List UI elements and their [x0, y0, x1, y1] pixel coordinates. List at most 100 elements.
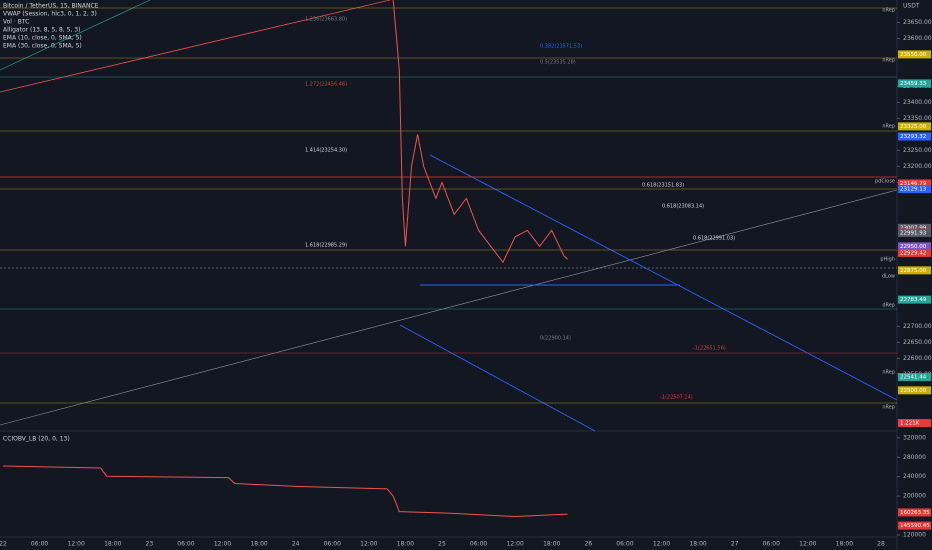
x-tick-label: 26: [585, 541, 593, 548]
price-tag-label: 22541.44: [900, 375, 927, 381]
price-tag: [898, 179, 931, 188]
price-tag-label: 23293.32: [900, 134, 926, 140]
fib-label: 1.618(22985.29): [305, 243, 347, 249]
price-tag: [898, 386, 931, 395]
y-tick-label: 23350.00: [903, 115, 932, 122]
price-tag: [898, 132, 931, 141]
fib-label: 0.618(23151.83): [642, 183, 684, 189]
fib-label: 1.272(23456.46): [305, 82, 347, 88]
price-tag-label: 145590.45: [900, 523, 930, 529]
trend-line: [399, 324, 596, 432]
level-label: nRep: [882, 58, 895, 64]
fib-label: 1.414(23254.30): [305, 148, 347, 154]
y-tick-label: 280000: [903, 454, 926, 461]
price-tag: [898, 521, 931, 530]
currency: USDT: [903, 3, 920, 10]
level-label: pdClose: [875, 179, 895, 185]
x-tick-label: 27: [731, 541, 739, 548]
x-tick-label: 12:00: [653, 541, 670, 548]
level-label: pHigh: [880, 257, 895, 263]
price-tag: [898, 373, 931, 382]
legend-item: Alligator (13, 8, 5, 8, 5, 3): [3, 27, 80, 34]
x-tick-label: 18:00: [250, 541, 267, 548]
y-tick-label: 22700.00: [903, 323, 932, 330]
price-tag: [898, 122, 931, 131]
trend-line: [0, 189, 898, 426]
x-tick-label: 06:00: [763, 541, 780, 548]
volume-tag: [898, 419, 931, 427]
x-tick-label: 12:00: [799, 541, 816, 548]
price-tag-label: 22991.93: [900, 230, 927, 236]
price-tag: [898, 508, 931, 517]
fib-label: 1.236(23663.80): [305, 17, 347, 23]
price-tag-label: 22929.42: [900, 250, 926, 256]
trend-line: [0, 0, 391, 93]
price-tag: [898, 223, 931, 232]
legend-item: VWAP (Session, hlc3, 0, 1, 2, 3): [3, 11, 97, 18]
price-line: [392, 0, 568, 264]
x-tick-label: 18:00: [836, 541, 853, 548]
price-tag-label: 23550.00: [900, 52, 927, 58]
x-tick-label: 25: [438, 541, 446, 548]
x-tick-label: 06:00: [470, 541, 487, 548]
x-tick-label: 28: [877, 541, 885, 548]
price-tag-label: 22875.00: [900, 268, 927, 274]
y-tick-label: 23600.00: [903, 35, 932, 42]
x-tick-label: 06:00: [324, 541, 341, 548]
level-label: dLow: [882, 274, 895, 280]
trend-line: [0, 0, 151, 71]
x-tick-label: 12:00: [68, 541, 85, 548]
price-tag-label: 22783.49: [900, 297, 927, 303]
x-tick-label: 22: [0, 541, 7, 548]
volume-tag-label: 1.221K: [900, 421, 920, 427]
x-tick-label: 06:00: [177, 541, 194, 548]
y-tick-label: 200000: [903, 493, 926, 500]
price-tag: [898, 248, 931, 257]
trend-line: [429, 154, 898, 401]
x-tick-label: 18:00: [397, 541, 414, 548]
y-tick-label: 22600.00: [903, 355, 932, 362]
legend: Bitcoin / TetherUS, 15, BINANCE VWAP (Se…: [3, 3, 99, 50]
price-tag-label: 23129.13: [900, 187, 927, 193]
x-tick-label: 12:00: [507, 541, 524, 548]
price-tag-label: 23459.33: [900, 81, 927, 87]
x-tick-label: 18:00: [543, 541, 560, 548]
price-tag-label: 23146.79: [900, 181, 927, 187]
drawings: [0, 0, 898, 432]
price-tag-label: 22500.00: [900, 388, 927, 394]
legend-item: Bitcoin / TetherUS, 15, BINANCE: [3, 3, 99, 10]
legend-item: EMA (30, close, 0, SMA, 5): [3, 43, 82, 50]
level-label: dRep: [882, 303, 895, 309]
obv-title: CCIOBV_LB (20, 0, 13): [3, 436, 70, 443]
price-line: [2, 465, 568, 518]
level-label: nRep: [882, 124, 895, 130]
price-tag: [898, 295, 931, 304]
level-label: nRep: [882, 8, 895, 14]
y-tick-label: 240000: [903, 473, 926, 480]
price-tag: [898, 50, 931, 59]
x-tick-label: 06:00: [31, 541, 48, 548]
y-tick-label: 320000: [903, 434, 926, 441]
y-tick-label: 23250.00: [903, 147, 932, 154]
x-tick-label: 12:00: [214, 541, 231, 548]
x-tick-label: 12:00: [360, 541, 377, 548]
fib-label: 0.5(23535.28): [540, 60, 576, 66]
price-tag-label: 23325.00: [900, 124, 927, 130]
level-label: nRep: [882, 405, 895, 411]
x-tick-label: 18:00: [689, 541, 706, 548]
legend-item: Vol · BTC: [3, 19, 29, 26]
y-tick-label: 23400.00: [903, 99, 932, 106]
y-tick-label: 23200.00: [903, 163, 932, 170]
fib-label: 0.618(23083.14): [662, 204, 704, 210]
y-tick-label: 23650.00: [903, 19, 932, 26]
y-tick-label: 120000: [903, 532, 926, 539]
x-tick-label: 23: [146, 541, 154, 548]
level-label: nRep: [882, 370, 895, 376]
legend-item: EMA (10, close, 0, SMA, 5): [3, 35, 82, 42]
fib-label: 0.382(23571.53): [540, 44, 582, 50]
x-tick-label: 18:00: [104, 541, 121, 548]
x-tick-label: 24: [292, 541, 300, 548]
price-tag-label: 23007.99: [900, 225, 927, 231]
